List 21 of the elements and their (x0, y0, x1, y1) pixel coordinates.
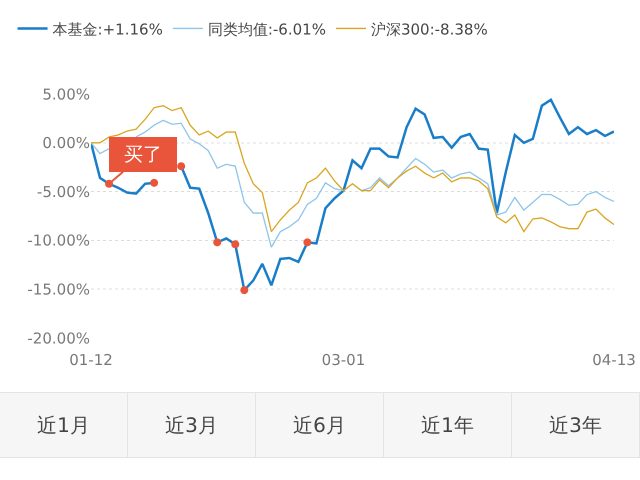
y-tick-label: 0.00% (42, 134, 90, 152)
x-tick-label: 04-13 (592, 351, 636, 369)
tab-bar: 近1月 近3月 近6月 近1年 近3年 (0, 392, 640, 458)
y-tick-label: -20.00% (27, 329, 90, 348)
point (177, 162, 186, 170)
line-series (91, 105, 614, 232)
annotation: 买了 (124, 144, 162, 166)
point (150, 178, 158, 187)
y-tick-label: 5.00% (42, 85, 90, 104)
x-tick-label: 03-01 (322, 351, 366, 369)
legend-label: 同类均值:-6.01% (208, 20, 326, 38)
y-tick-label: -5.00% (36, 182, 90, 201)
point (240, 286, 248, 294)
point (231, 240, 240, 248)
point (213, 238, 222, 246)
x-tick-label: 01-12 (69, 351, 113, 369)
legend-label: 沪深300:-8.38% (370, 20, 488, 38)
point (303, 238, 312, 246)
y-tick-label: -10.00% (27, 232, 90, 250)
y-tick-label: -15.00% (27, 280, 90, 298)
legend-label: 本基金:+1.16% (52, 20, 163, 38)
